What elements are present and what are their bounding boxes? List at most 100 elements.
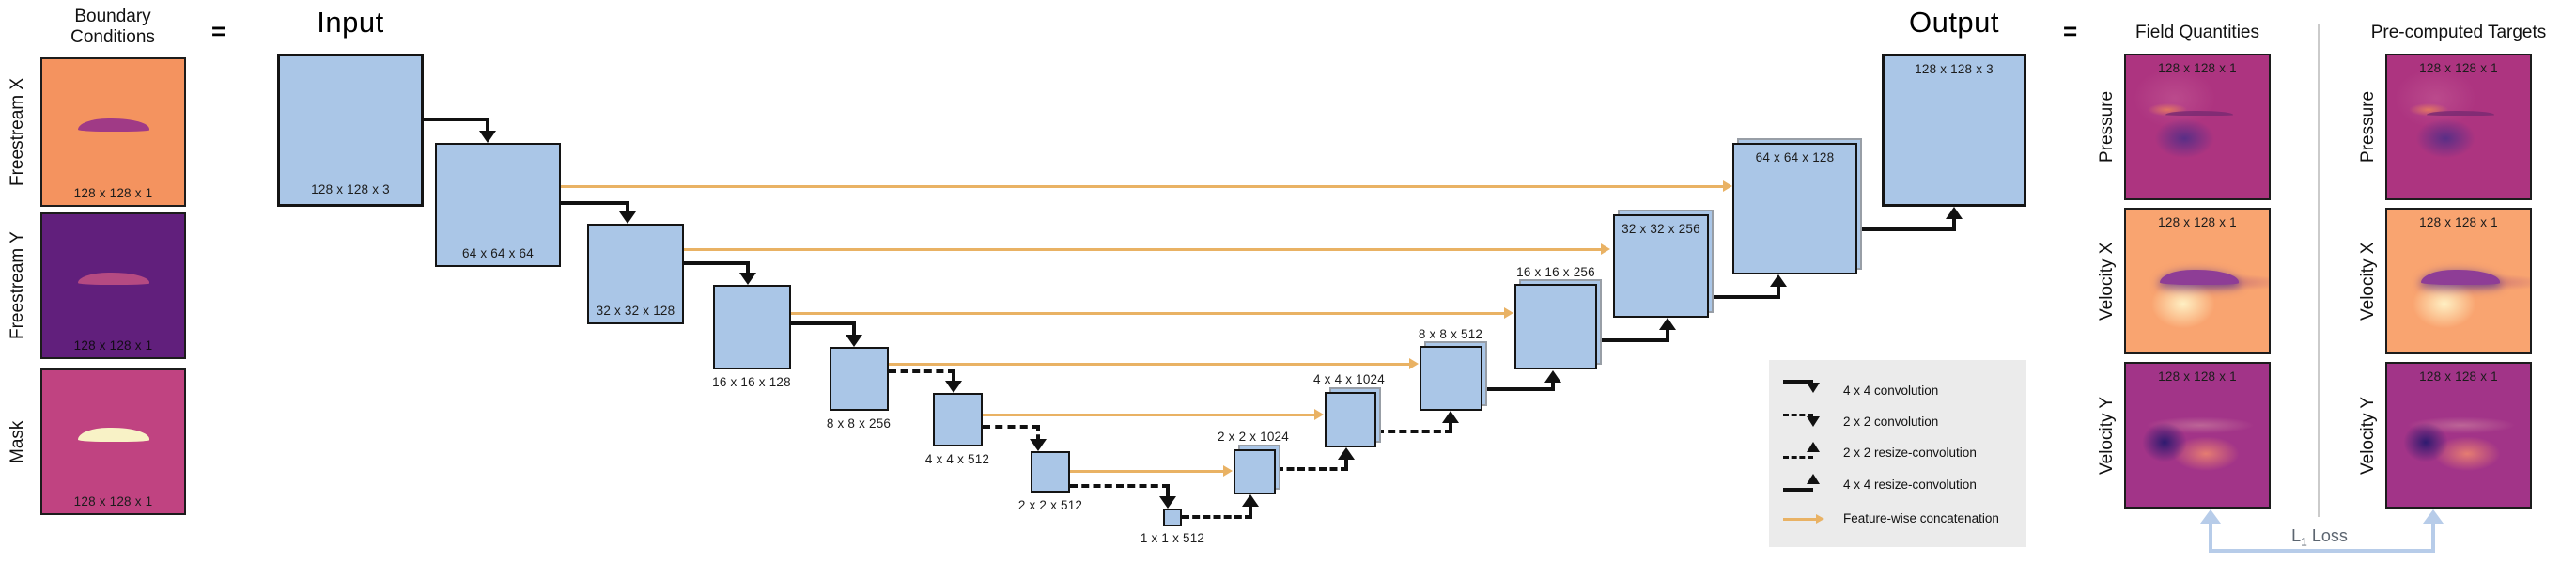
tensor-dims: 128 x 128 x 1 bbox=[73, 494, 153, 509]
resize2-arrow-segment bbox=[1182, 515, 1252, 519]
decoder-box-32: 32 x 32 x 256 bbox=[1613, 214, 1709, 318]
legend-dashed-up-line bbox=[1783, 456, 1813, 459]
velocity-y-label: Velocity Y bbox=[2358, 396, 2378, 475]
conv-arrowhead bbox=[846, 335, 862, 347]
velocity-y-label: Velocity Y bbox=[2097, 396, 2117, 475]
tensor-dims: 128 x 128 x 1 bbox=[2419, 61, 2498, 75]
skip-arrowhead bbox=[1601, 243, 1610, 255]
encoder-box-8 bbox=[830, 347, 889, 411]
resize2-arrow-segment bbox=[1376, 430, 1452, 433]
resize4-arrow-segment bbox=[1666, 328, 1669, 342]
legend-down-arrowhead bbox=[1807, 416, 1820, 427]
input-tensor-box: 128 x 128 x 3 bbox=[277, 54, 424, 207]
freestream-y-label: Freestream Y bbox=[8, 231, 27, 340]
loss-up-arrowhead bbox=[2423, 509, 2444, 524]
legend-down-arrowhead bbox=[1807, 383, 1820, 393]
pressure-label: Pressure bbox=[2358, 90, 2378, 164]
column-divider bbox=[2318, 24, 2320, 517]
resize2-arrowhead bbox=[1442, 411, 1459, 423]
skip-arrowhead bbox=[1409, 358, 1419, 369]
tensor-dims: 128 x 128 x 3 bbox=[1915, 62, 1994, 76]
tensor-dims: 128 x 128 x 1 bbox=[2158, 215, 2237, 229]
loss-label: L1 Loss bbox=[2249, 526, 2390, 549]
tensor-dims: 16 x 16 x 256 bbox=[1516, 265, 1595, 279]
tensor-dims: 128 x 128 x 3 bbox=[311, 182, 390, 196]
legend-item-label: 4 x 4 resize-convolution bbox=[1843, 478, 1977, 492]
skip-arrowhead bbox=[1314, 409, 1324, 420]
resize4-arrow-segment bbox=[1597, 338, 1669, 342]
skip-arrowhead bbox=[1504, 307, 1513, 319]
resize4-arrow-segment bbox=[1551, 381, 1555, 391]
decoder-box-4 bbox=[1325, 392, 1376, 447]
loss-subscript: 1 bbox=[2301, 535, 2307, 549]
skip-arrowhead bbox=[1723, 180, 1732, 192]
resize4-arrow-segment bbox=[1482, 387, 1555, 391]
field-quantities-title: Field Quantities bbox=[2134, 23, 2259, 42]
equals-sign-left: = bbox=[211, 17, 226, 45]
tensor-dims: 2 x 2 x 1024 bbox=[1218, 430, 1289, 444]
airfoil-silhouette bbox=[78, 273, 149, 285]
tensor-dims: 2 x 2 x 512 bbox=[1017, 498, 1083, 512]
tensor-dims: 16 x 16 x 128 bbox=[712, 375, 791, 389]
tensor-dims: 4 x 4 x 512 bbox=[924, 452, 990, 466]
skip-connection-line-2 bbox=[1070, 470, 1224, 473]
resize2-arrowhead bbox=[1242, 494, 1259, 507]
conv2-arrow-segment bbox=[983, 425, 1040, 429]
conv-arrow-segment bbox=[746, 261, 750, 274]
skip-arrowhead bbox=[1223, 465, 1233, 477]
mask-label: Mask bbox=[8, 420, 27, 463]
bottleneck-box-1 bbox=[1163, 509, 1182, 526]
legend-up-arrowhead bbox=[1807, 442, 1820, 452]
resize4-arrowhead bbox=[1544, 370, 1561, 383]
freestream-y-image: 128 x 128 x 1 bbox=[40, 212, 186, 359]
resize2-arrow-segment bbox=[1276, 467, 1348, 471]
freestream-x-image: 128 x 128 x 1 bbox=[40, 57, 186, 207]
resize2-arrow-segment bbox=[1344, 458, 1348, 471]
resize4-arrow-segment bbox=[1777, 285, 1780, 299]
output-tensor-box: 128 x 128 x 3 bbox=[1882, 54, 2026, 207]
conv-arrow-segment bbox=[852, 321, 856, 337]
tensor-dims: 128 x 128 x 1 bbox=[73, 186, 153, 200]
velocity-y-field-image: 128 x 128 x 1 bbox=[2124, 362, 2271, 509]
resize4-arrow-segment bbox=[1952, 217, 1956, 231]
pressure-field-image: 128 x 128 x 1 bbox=[2124, 54, 2271, 200]
decoder-box-64: 64 x 64 x 128 bbox=[1732, 143, 1857, 274]
tensor-dims: 64 x 64 x 64 bbox=[462, 246, 534, 260]
resize4-arrowhead bbox=[1659, 318, 1676, 330]
target-velocity-x-image: 128 x 128 x 1 bbox=[2385, 208, 2532, 354]
airfoil-silhouette bbox=[78, 118, 149, 132]
legend-concat-line bbox=[1783, 518, 1817, 521]
resize4-arrow-segment bbox=[1709, 295, 1780, 299]
decoder-box-16 bbox=[1514, 284, 1597, 369]
pressure-label: Pressure bbox=[2097, 90, 2117, 164]
legend-item-label: 2 x 2 resize-convolution bbox=[1843, 446, 1977, 460]
legend-solid-down-line bbox=[1783, 380, 1813, 384]
tensor-dims: 64 x 64 x 128 bbox=[1755, 150, 1835, 164]
loss-word: Loss bbox=[2311, 526, 2348, 545]
loss-connector-line bbox=[2209, 549, 2435, 553]
conv-arrow-segment bbox=[684, 261, 750, 265]
encoder-box-32: 32 x 32 x 128 bbox=[587, 224, 684, 324]
resize2-arrow-segment bbox=[1449, 421, 1452, 433]
skip-connection-line-32 bbox=[684, 248, 1602, 251]
velocity-x-field-image: 128 x 128 x 1 bbox=[2124, 208, 2271, 354]
airfoil-silhouette bbox=[78, 428, 149, 442]
airfoil-silhouette bbox=[2421, 270, 2500, 285]
conv2-arrowhead bbox=[1159, 496, 1176, 509]
legend-item-label: Feature-wise concatenation bbox=[1843, 511, 1999, 525]
conv-arrow-segment bbox=[486, 118, 489, 133]
output-title: Output bbox=[1908, 6, 2000, 39]
conv2-arrow-segment bbox=[1036, 425, 1040, 441]
legend-dashed-down-line bbox=[1783, 414, 1813, 416]
airfoil-silhouette bbox=[2165, 111, 2233, 116]
tensor-dims: 128 x 128 x 1 bbox=[2419, 215, 2498, 229]
encoder-box-2 bbox=[1031, 451, 1070, 493]
conv-arrow-segment bbox=[424, 118, 489, 121]
mask-image: 128 x 128 x 1 bbox=[40, 368, 186, 515]
resize4-arrowhead bbox=[1770, 274, 1787, 287]
skip-connection-line-64 bbox=[561, 185, 1724, 188]
tensor-dims: 32 x 32 x 128 bbox=[596, 304, 675, 318]
velocity-x-label: Velocity X bbox=[2358, 242, 2378, 321]
conv-arrowhead bbox=[739, 273, 756, 285]
conv2-arrowhead bbox=[1030, 439, 1047, 451]
